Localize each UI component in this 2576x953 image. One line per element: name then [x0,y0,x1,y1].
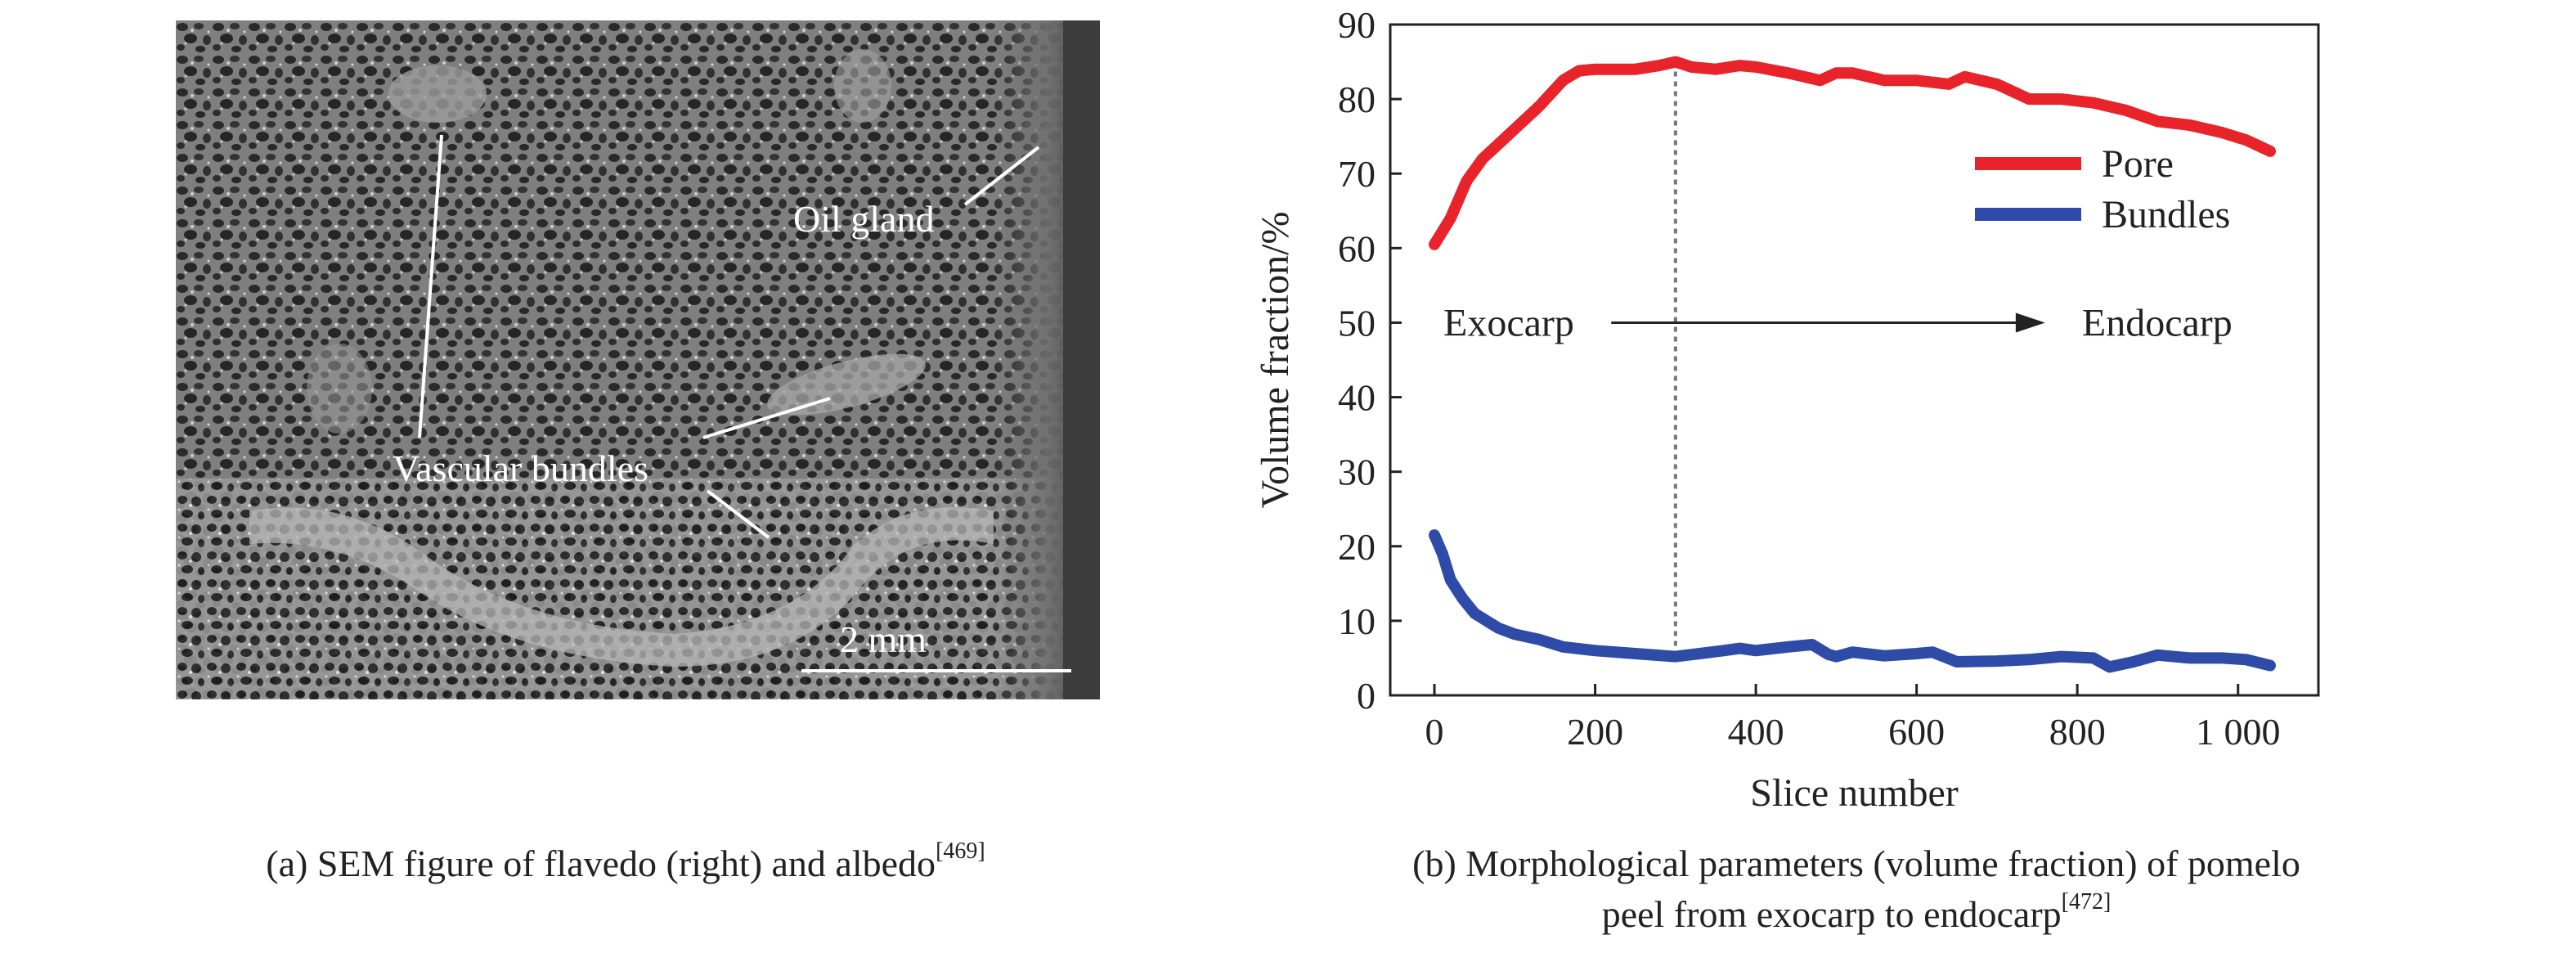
volume-fraction-chart: 0 200 400 600 800 1 000 0 10 20 30 40 50 60 70 80 90 Sli… [1254,4,2320,815]
plot-frame [1389,23,2320,697]
y-tick-label: 60 [1338,227,1376,269]
bundle-leader-3 [706,489,770,539]
y-tick-label: 20 [1338,526,1376,568]
caption-b-line2-wrap: peel from exocarp to endocarp[472] [1276,889,2437,940]
scale-bar-label: 2 mm [840,618,927,660]
x-tick-label: 800 [2049,711,2106,753]
x-tick-label: 200 [1567,711,1623,753]
caption-b-line2: peel from exocarp to endocarp [1601,893,2062,935]
y-tick-label: 80 [1338,79,1376,120]
caption-b-line1: (b) Morphological parameters (volume fra… [1412,843,2300,884]
y-tick-label: 10 [1338,600,1376,642]
caption-b-ref: [472] [2061,889,2112,915]
oil-gland-label: Oil gland [793,198,934,240]
bundle-leader-2 [702,397,831,439]
y-axis-label: Volume fraction/% [1254,211,1297,508]
y-tick-label: 0 [1357,675,1376,717]
x-tick-label: 1 000 [2196,711,2281,753]
legend-label-bundles: Bundles [2102,193,2230,236]
arrow-label-exocarp: Exocarp [1443,301,1574,344]
y-tick-label: 40 [1338,377,1376,419]
legend-label-pore: Pore [2102,142,2174,186]
oil-gland-leader [963,146,1040,206]
series-line-bundles [1429,529,2276,673]
y-tick-label: 30 [1338,452,1376,493]
x-tick-label: 0 [1425,711,1444,753]
caption-a: (a) SEM figure of flavedo (right) and al… [123,838,1129,889]
y-tick-label: 90 [1338,4,1376,46]
caption-a-ref: [469] [936,838,985,864]
sem-image-panel: Oil gland Vascular bundles 2 mm [176,20,1100,699]
x-tick-label: 600 [1888,711,1945,753]
x-tick-label: 400 [1728,711,1784,753]
caption-a-text: (a) SEM figure of flavedo (right) and al… [266,843,936,884]
x-axis-label: Slice number [1750,771,1959,815]
series-line-pore [1429,56,2276,250]
vascular-bundles-label: Vascular bundles [393,447,648,489]
arrow-label-endocarp: Endocarp [2082,301,2233,344]
caption-b: (b) Morphological parameters (volume fra… [1276,838,2437,940]
y-tick-label: 70 [1338,153,1376,195]
y-tick-label: 50 [1338,302,1376,344]
direction-arrow-head [2015,312,2045,333]
bundle-leader-1 [418,134,443,438]
